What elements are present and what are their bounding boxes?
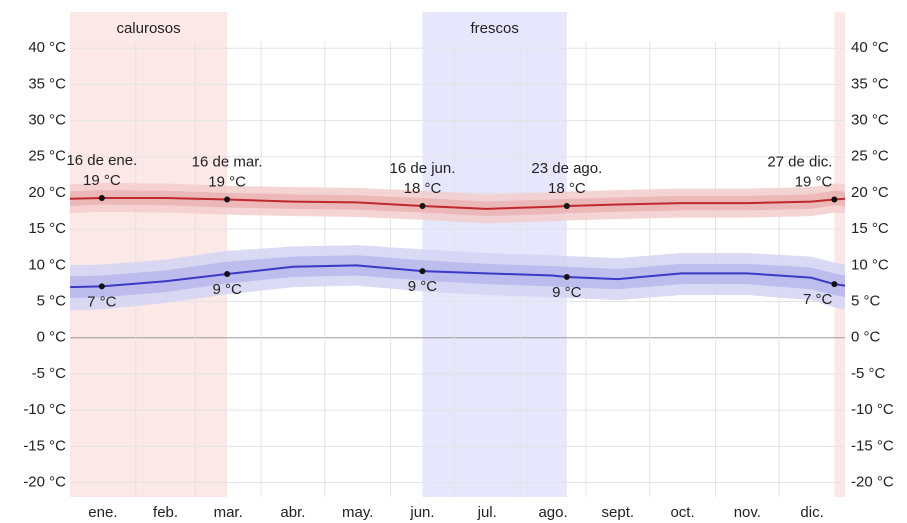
x-tick-label: jun. bbox=[409, 504, 434, 521]
y2-tick-label: 5 °C bbox=[851, 293, 881, 310]
temperature-line bbox=[69, 197, 846, 210]
x-tick-label: feb. bbox=[153, 504, 178, 521]
x-tick-label: sept. bbox=[602, 504, 635, 521]
y-tick-label: 40 °C bbox=[28, 39, 66, 56]
marker bbox=[831, 196, 838, 203]
y2-tick-label: -15 °C bbox=[851, 437, 894, 454]
annotation-label: 7 °C bbox=[87, 293, 117, 310]
y2-tick-label: 25 °C bbox=[851, 148, 889, 165]
marker bbox=[563, 273, 570, 280]
marker bbox=[98, 283, 105, 290]
y-tick-label: -15 °C bbox=[23, 437, 66, 454]
annotation-label: 23 de ago. bbox=[531, 160, 602, 177]
marker bbox=[419, 203, 426, 209]
x-tick-label: abr. bbox=[280, 504, 305, 521]
y-tick-label: -10 °C bbox=[23, 401, 66, 418]
y-tick-label: 5 °C bbox=[37, 293, 67, 310]
x-tick-label: ago. bbox=[538, 504, 567, 521]
y2-tick-label: 20 °C bbox=[851, 184, 889, 201]
y2-tick-label: -5 °C bbox=[851, 365, 886, 382]
marker bbox=[831, 281, 838, 288]
season-region bbox=[834, 12, 845, 497]
x-tick-label: mar. bbox=[214, 504, 243, 521]
annotation-label: 18 °C bbox=[548, 180, 586, 197]
x-tick-label: oct. bbox=[670, 504, 694, 521]
annotation-label: 16 de jun. bbox=[390, 160, 456, 177]
y2-tick-label: 35 °C bbox=[851, 75, 889, 92]
y-tick-label: -5 °C bbox=[32, 365, 67, 382]
y2-tick-label: -10 °C bbox=[851, 401, 894, 418]
marker bbox=[419, 268, 426, 275]
x-tick-label: ene. bbox=[88, 504, 117, 521]
temperature-line bbox=[69, 264, 846, 289]
marker bbox=[563, 203, 570, 209]
annotation-label: 19 °C bbox=[83, 172, 121, 189]
y-tick-label: 20 °C bbox=[28, 184, 66, 201]
annotation-label: 27 de dic. bbox=[767, 153, 832, 170]
x-tick-label: jul. bbox=[477, 504, 497, 521]
marker bbox=[224, 196, 231, 203]
band-area bbox=[70, 190, 845, 217]
y-tick-label: 25 °C bbox=[28, 148, 66, 165]
y2-tick-label: -20 °C bbox=[851, 473, 894, 490]
band-area bbox=[70, 255, 845, 298]
y-tick-label: 35 °C bbox=[28, 75, 66, 92]
y-tick-label: 10 °C bbox=[28, 256, 66, 273]
annotation-label: 9 °C bbox=[552, 284, 582, 301]
x-tick-label: nov. bbox=[734, 504, 761, 521]
annotation-label: 9 °C bbox=[212, 281, 242, 298]
y2-tick-label: 10 °C bbox=[851, 256, 889, 273]
x-tick-label: dic. bbox=[800, 504, 823, 521]
y2-tick-label: 30 °C bbox=[851, 112, 889, 129]
marker bbox=[224, 271, 231, 278]
y-tick-label: 0 °C bbox=[37, 329, 67, 346]
marker bbox=[98, 195, 105, 202]
annotation-label: 19 °C bbox=[795, 173, 833, 190]
x-tick-label: may. bbox=[342, 504, 373, 521]
annotation-label: 16 de mar. bbox=[192, 153, 263, 170]
y-tick-label: -20 °C bbox=[23, 473, 66, 490]
annotation-label: 18 °C bbox=[404, 180, 442, 197]
annotation-label: 16 de ene. bbox=[66, 152, 137, 169]
annotation-label: 7 °C bbox=[803, 291, 833, 308]
y2-tick-label: 15 °C bbox=[851, 220, 889, 237]
season-label: calurosos bbox=[116, 20, 180, 37]
y2-tick-label: 40 °C bbox=[851, 39, 889, 56]
season-region bbox=[70, 12, 228, 497]
season-label: frescos bbox=[470, 20, 518, 37]
y-tick-label: 30 °C bbox=[28, 112, 66, 129]
annotation-label: 9 °C bbox=[408, 278, 438, 295]
y2-tick-label: 0 °C bbox=[851, 329, 881, 346]
y-tick-label: 15 °C bbox=[28, 220, 66, 237]
annotation-label: 19 °C bbox=[208, 173, 246, 190]
